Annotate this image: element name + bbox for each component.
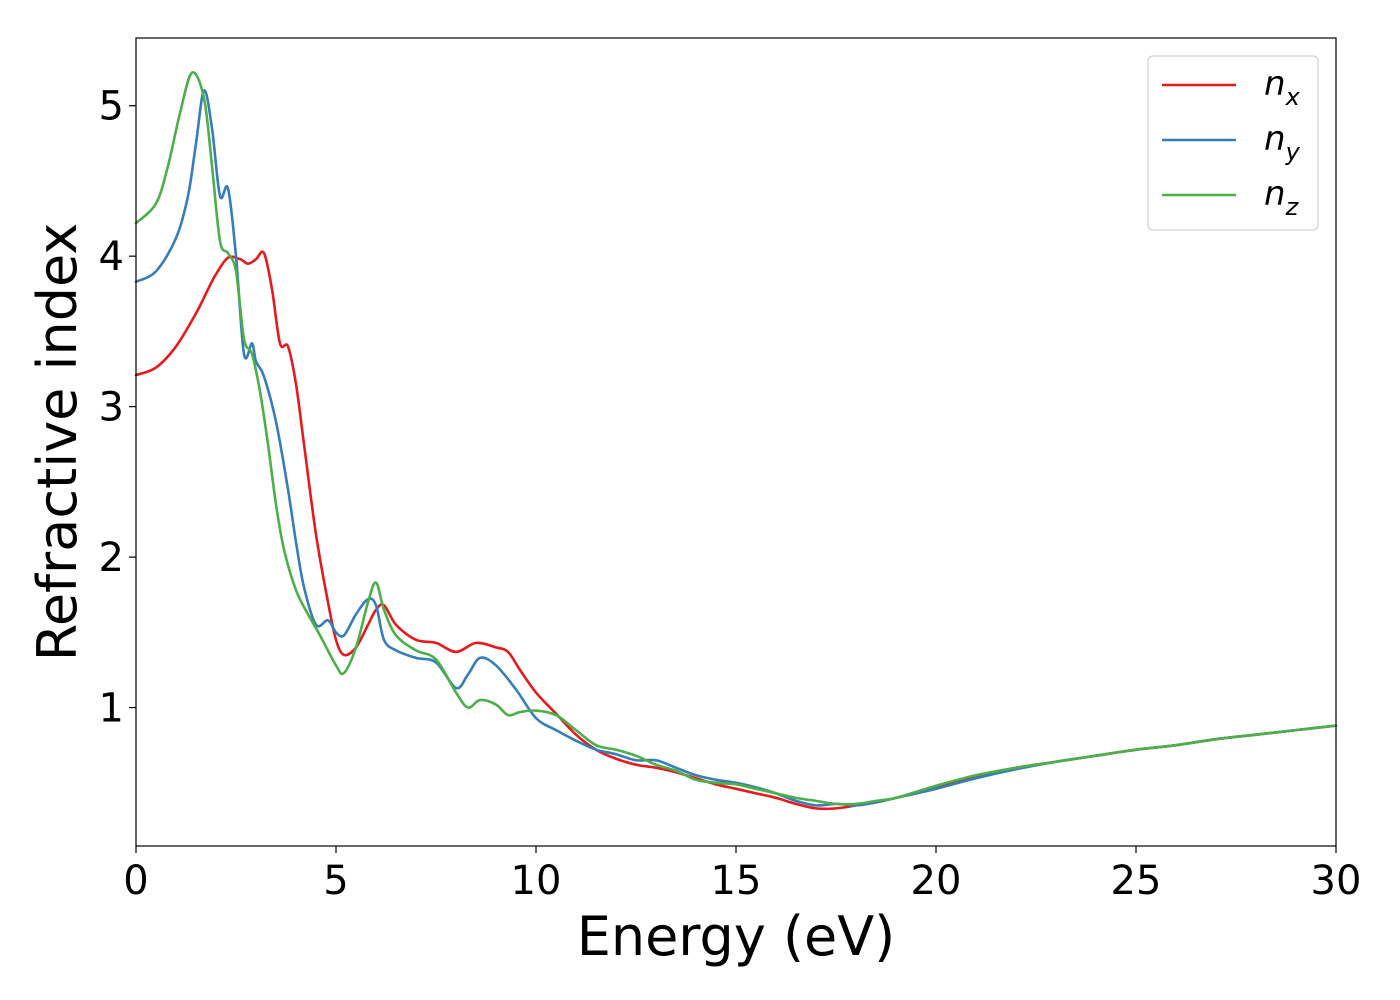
legend-label-main: n	[1264, 174, 1286, 214]
x-tick-label: 15	[711, 858, 762, 904]
legend-label-main: n	[1264, 119, 1286, 159]
legend-box	[1147, 55, 1319, 231]
x-tick-label: 20	[911, 858, 962, 904]
x-tick-label: 25	[1111, 858, 1162, 904]
y-tick-label: 3	[99, 385, 124, 431]
series-line-nz	[134, 71, 1338, 806]
y-axis-ticks: 1 2 3 4 5	[99, 84, 136, 732]
y-tick-label: 1	[99, 686, 124, 732]
x-tick-label: 5	[323, 858, 348, 904]
x-axis-ticks: 0 5 10 15 20 25 30	[123, 846, 1361, 904]
x-tick-label: 30	[1311, 858, 1362, 904]
legend-label-subscript: y	[1285, 138, 1301, 166]
legend-label-ny: ny	[1264, 119, 1301, 166]
legend-label-main: n	[1264, 64, 1286, 104]
y-tick-label: 5	[99, 84, 124, 130]
series-line-nx	[134, 250, 1338, 811]
y-tick-label: 4	[99, 234, 124, 280]
series-layer	[134, 71, 1338, 811]
legend-label-nx: nx	[1264, 64, 1301, 111]
x-axis-title: Energy (eV)	[577, 905, 896, 968]
legend-label-subscript: z	[1285, 193, 1300, 221]
legend-label-subscript: x	[1285, 83, 1301, 111]
legend-label-nz: nz	[1264, 174, 1300, 221]
x-tick-label: 10	[511, 858, 562, 904]
y-tick-label: 2	[99, 535, 124, 581]
y-axis-title: Refractive index	[26, 223, 89, 662]
x-tick-label: 0	[123, 858, 148, 904]
